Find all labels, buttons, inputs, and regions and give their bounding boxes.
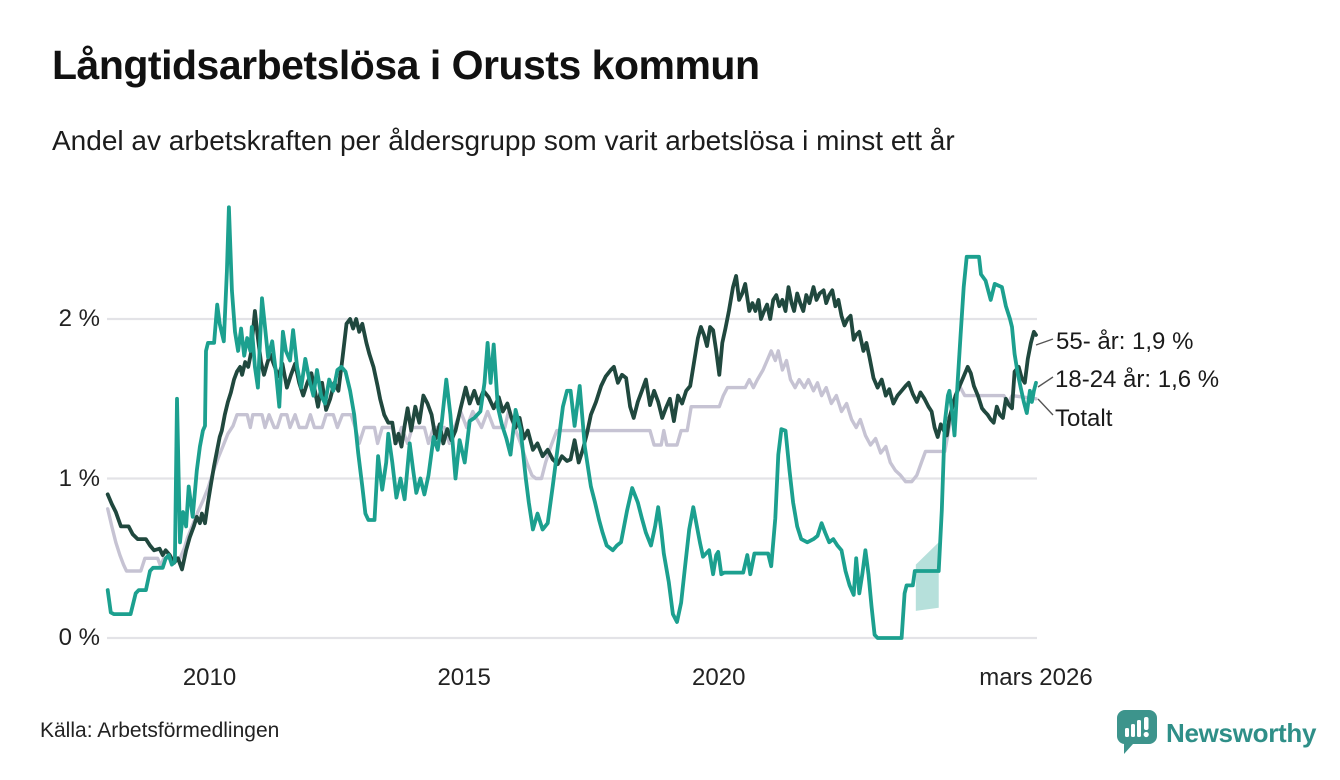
newsworthy-branding: Newsworthy — [1117, 710, 1316, 756]
x-tick-label: 2015 — [437, 664, 491, 691]
newsworthy-logo-text: Newsworthy — [1166, 717, 1317, 748]
source-note: Källa: Arbetsförmedlingen — [40, 719, 280, 742]
page-title: Långtidsarbetslösa i Orusts kommun — [52, 42, 760, 88]
x-tick-label: mars 2026 — [979, 664, 1093, 691]
series-line-55-r — [105, 273, 1038, 572]
series-label-18-24: 18-24 år: 1,6 % — [1055, 366, 1220, 393]
series-line-18-24-r — [105, 205, 1038, 640]
series-label-totalt: Totalt — [1055, 405, 1113, 432]
y-tick-label: 1 % — [58, 464, 100, 492]
series-label-55: 55- år: 1,9 % — [1056, 328, 1194, 355]
newsworthy-logo-icon — [1117, 710, 1157, 754]
label-leader-line — [1035, 338, 1054, 346]
x-tick-label: 2010 — [182, 664, 237, 691]
uncertainty-band — [915, 542, 939, 611]
label-leader-line — [1037, 376, 1054, 388]
y-tick-label: 0 % — [58, 624, 100, 651]
x-tick-label: 2020 — [692, 664, 746, 691]
chart-subtitle: Andel av arbetskraften per åldersgrupp s… — [52, 125, 955, 156]
label-leader-line — [1037, 398, 1054, 416]
series-line-totalt — [105, 349, 1038, 573]
y-tick-label: 2 % — [58, 305, 100, 332]
